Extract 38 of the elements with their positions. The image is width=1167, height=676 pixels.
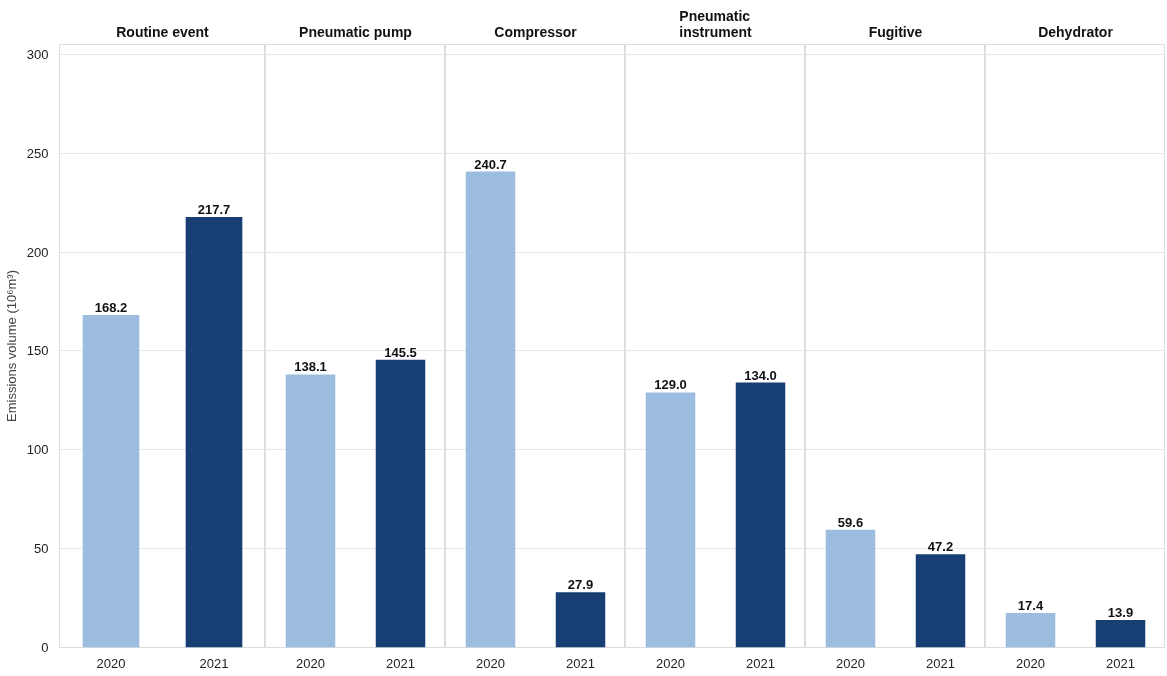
x-tick-label: 2020 [96, 655, 126, 671]
y-tick-label: 150 [26, 343, 49, 359]
x-tick-label: 2021 [746, 655, 775, 671]
chart-title: Compressor [494, 23, 578, 40]
x-tick-label: 2020 [476, 655, 505, 671]
x-tick-label: 2021 [199, 655, 229, 671]
data-label: 17.4 [1017, 598, 1044, 614]
y-tick-label: 200 [26, 244, 49, 260]
x-tick-label: 2021 [566, 655, 595, 671]
data-label: 47.2 [927, 539, 954, 555]
chart-title: Pneumatic pump [299, 23, 412, 40]
y-axis-title: Emissions volume (10⁶m³) [3, 270, 19, 422]
x-tick-label: 2020 [1016, 655, 1045, 671]
data-label: 138.1 [294, 359, 327, 375]
data-label: 59.6 [837, 514, 864, 530]
y-tick-label: 0 [41, 640, 49, 655]
x-tick-label: 2021 [926, 655, 955, 671]
data-label: 129.0 [654, 377, 687, 393]
data-label: 13.9 [1107, 605, 1134, 621]
data-label: 145.5 [384, 344, 417, 360]
chart-title: Pneumatic instrument [679, 7, 753, 40]
x-tick-label: 2020 [656, 655, 685, 671]
x-tick-label: 2020 [296, 655, 325, 671]
y-tick-label: 100 [26, 442, 49, 458]
y-tick-label: 50 [34, 541, 49, 557]
y-tick-label: 300 [26, 46, 49, 62]
data-label: 27.9 [567, 577, 594, 593]
y-tick-label: 250 [26, 145, 49, 161]
chart-title: Fugitive [868, 23, 923, 40]
x-tick-label: 2021 [1106, 655, 1135, 671]
x-tick-label: 2021 [386, 655, 415, 671]
chart-title: Routine event [116, 23, 210, 40]
data-label: 217.7 [197, 202, 231, 218]
data-label: 134.0 [744, 367, 777, 383]
chart-title: Dehydrator [1038, 23, 1114, 40]
x-tick-label: 2020 [836, 655, 865, 671]
data-label: 168.2 [94, 299, 128, 315]
data-label: 240.7 [474, 156, 507, 172]
